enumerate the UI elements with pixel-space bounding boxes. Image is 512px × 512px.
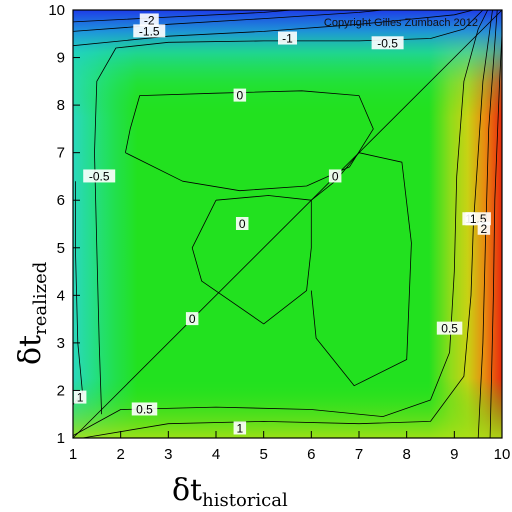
x-tick-label-1: 1 bbox=[69, 446, 77, 463]
contour-lines bbox=[73, 10, 502, 438]
contour-label-11: 2 bbox=[477, 221, 491, 236]
contour-line-level-neg0_5-3 bbox=[94, 10, 484, 415]
y-tick-label-1: 1 bbox=[57, 430, 65, 447]
contour-label-2: -1 bbox=[278, 31, 297, 46]
y-tick-label-8: 8 bbox=[57, 97, 65, 114]
x-axis-ticks: 1 2 3 4 5 6 7 8 9 10 bbox=[69, 431, 511, 463]
svg-text:0: 0 bbox=[189, 312, 196, 326]
contour-labels: -2-1.5-1-0.50-0.500011.520.510.51 bbox=[73, 13, 491, 435]
contour-label-0: -2 bbox=[139, 13, 159, 27]
y-axis-title: δtrealized bbox=[13, 262, 51, 365]
svg-text:0: 0 bbox=[332, 169, 339, 183]
y-axis-ticks: 1 2 3 4 5 6 7 8 9 10 bbox=[48, 2, 80, 447]
y-tick-label-3: 3 bbox=[57, 335, 65, 352]
svg-text:-1: -1 bbox=[282, 32, 293, 46]
contour-line-level-2-11 bbox=[489, 33, 502, 438]
svg-text:-1.5: -1.5 bbox=[139, 24, 160, 38]
x-tick-label-5: 5 bbox=[259, 446, 267, 463]
contour-label-3: -0.5 bbox=[371, 36, 404, 50]
x-axis-subscript: historical bbox=[202, 490, 288, 511]
svg-text:1: 1 bbox=[77, 391, 84, 405]
svg-text:-0.5: -0.5 bbox=[89, 169, 110, 183]
svg-text:0.5: 0.5 bbox=[136, 402, 153, 416]
contour-label-14: 0.5 bbox=[131, 402, 158, 416]
svg-text:-2: -2 bbox=[144, 13, 155, 27]
x-tick-label-7: 7 bbox=[355, 446, 363, 463]
contour-line-level-neg2-0 bbox=[73, 10, 293, 23]
y-tick-label-10: 10 bbox=[48, 2, 65, 19]
y-axis-symbol: δt bbox=[13, 335, 48, 365]
x-tick-label-4: 4 bbox=[212, 446, 220, 463]
svg-text:1: 1 bbox=[236, 421, 243, 435]
y-tick-label-4: 4 bbox=[57, 287, 65, 304]
y-axis-subscript: realized bbox=[30, 262, 51, 335]
contour-label-5: -0.5 bbox=[83, 169, 116, 183]
x-tick-label-10: 10 bbox=[494, 446, 511, 463]
svg-text:δtrealized: δtrealized bbox=[13, 262, 51, 365]
contour-line-level-0-6 bbox=[310, 152, 412, 387]
copyright-text: Copyright Gilles Zumbach 2012 bbox=[324, 17, 478, 29]
svg-text:0: 0 bbox=[239, 217, 246, 231]
x-tick-label-6: 6 bbox=[307, 446, 315, 463]
contour-line-level-0_5-7 bbox=[73, 10, 489, 436]
x-tick-label-9: 9 bbox=[450, 446, 458, 463]
x-tick-label-3: 3 bbox=[164, 446, 172, 463]
contour-label-4: 0 bbox=[233, 88, 247, 103]
plot-frame bbox=[72, 9, 503, 439]
x-tick-label-8: 8 bbox=[402, 446, 410, 463]
svg-text:0: 0 bbox=[236, 89, 243, 103]
svg-text:-0.5: -0.5 bbox=[377, 36, 398, 50]
contour-label-13: 1 bbox=[73, 390, 87, 405]
contour-line-level-0-4 bbox=[125, 90, 374, 192]
contour-line-level-1-9 bbox=[82, 10, 493, 438]
y-tick-label-7: 7 bbox=[57, 145, 65, 162]
x-tick-label-2: 2 bbox=[116, 446, 124, 463]
contour-label-12: 0.5 bbox=[436, 321, 463, 336]
diagonal-line bbox=[72, 9, 503, 439]
contour-label-15: 1 bbox=[233, 421, 247, 435]
y-tick-label-6: 6 bbox=[57, 192, 65, 209]
contour-label-8: 0 bbox=[185, 312, 199, 326]
y-tick-label-9: 9 bbox=[57, 50, 65, 67]
x-axis-title: δthistorical bbox=[172, 473, 288, 511]
contour-line-level-0-5 bbox=[191, 195, 312, 325]
contour-line-level-neg1-2 bbox=[73, 10, 474, 47]
y-tick-label-2: 2 bbox=[57, 382, 65, 399]
contour-label-1: -1.5 bbox=[133, 24, 166, 38]
contour-line-level-1_5-10 bbox=[477, 10, 498, 438]
svg-text:2: 2 bbox=[481, 222, 488, 236]
x-axis-symbol: δt bbox=[172, 473, 202, 508]
svg-text:0.5: 0.5 bbox=[441, 322, 458, 336]
contour-label-7: 0 bbox=[235, 217, 249, 231]
contour-label-6: 0 bbox=[328, 169, 342, 183]
y-tick-label-5: 5 bbox=[57, 240, 65, 257]
